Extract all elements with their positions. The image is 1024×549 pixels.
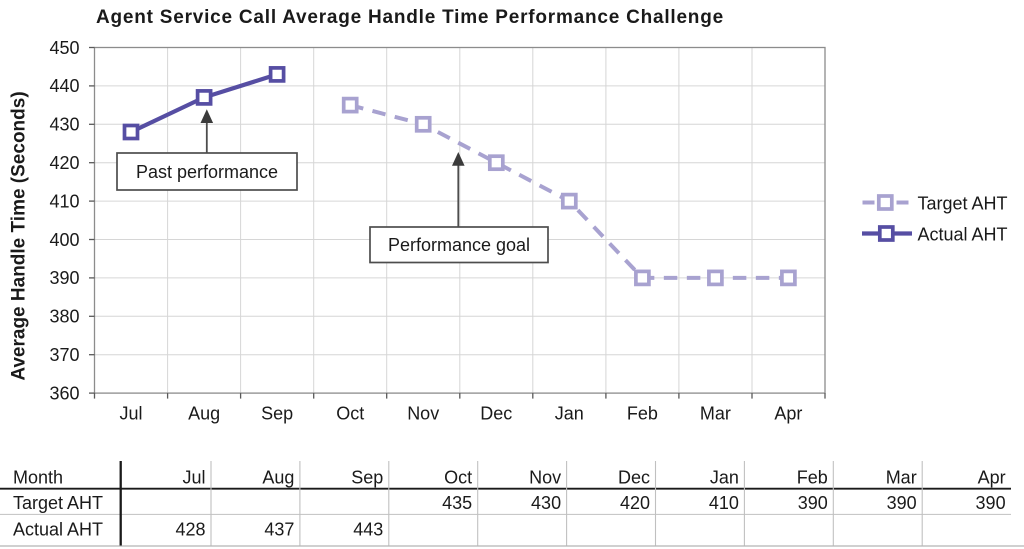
svg-text:Average Handle Time (Seconds): Average Handle Time (Seconds): [9, 91, 30, 380]
svg-text:Performance goal: Performance goal: [388, 235, 530, 255]
svg-text:Actual AHT: Actual AHT: [13, 520, 103, 540]
svg-text:Mar: Mar: [700, 404, 731, 424]
svg-text:437: 437: [264, 520, 294, 540]
svg-text:370: 370: [49, 345, 79, 365]
svg-text:Oct: Oct: [336, 404, 364, 424]
svg-text:390: 390: [49, 268, 79, 288]
svg-text:Feb: Feb: [797, 467, 828, 487]
svg-text:443: 443: [353, 520, 383, 540]
svg-text:390: 390: [798, 493, 828, 513]
svg-text:Oct: Oct: [444, 467, 472, 487]
svg-text:Feb: Feb: [627, 404, 658, 424]
svg-text:Apr: Apr: [978, 467, 1006, 487]
svg-text:430: 430: [49, 115, 79, 135]
svg-text:Jan: Jan: [710, 467, 739, 487]
svg-text:400: 400: [49, 230, 79, 250]
svg-text:428: 428: [175, 520, 205, 540]
svg-text:Jan: Jan: [555, 404, 584, 424]
svg-text:380: 380: [49, 307, 79, 327]
svg-text:410: 410: [49, 191, 79, 211]
svg-text:Sep: Sep: [351, 467, 383, 487]
svg-text:Jul: Jul: [119, 404, 142, 424]
svg-text:Aug: Aug: [188, 404, 220, 424]
svg-text:450: 450: [49, 38, 79, 58]
svg-text:Past performance: Past performance: [136, 162, 278, 182]
svg-text:Actual AHT: Actual AHT: [918, 225, 1008, 245]
svg-text:Aug: Aug: [262, 467, 294, 487]
svg-text:Target AHT: Target AHT: [918, 194, 1008, 214]
svg-text:Agent Service Call Average Han: Agent Service Call Average Handle Time P…: [96, 7, 724, 28]
svg-text:420: 420: [620, 493, 650, 513]
svg-text:440: 440: [49, 76, 79, 96]
svg-text:390: 390: [976, 493, 1006, 513]
svg-text:Nov: Nov: [407, 404, 439, 424]
svg-text:Dec: Dec: [480, 404, 512, 424]
svg-text:Jul: Jul: [182, 467, 205, 487]
svg-text:435: 435: [442, 493, 472, 513]
svg-text:Target AHT: Target AHT: [13, 493, 103, 513]
svg-text:390: 390: [887, 493, 917, 513]
svg-text:Month: Month: [13, 467, 63, 487]
svg-text:Nov: Nov: [529, 467, 561, 487]
svg-text:Sep: Sep: [261, 404, 293, 424]
svg-text:410: 410: [709, 493, 739, 513]
svg-text:Mar: Mar: [886, 467, 917, 487]
svg-text:420: 420: [49, 153, 79, 173]
svg-text:430: 430: [531, 493, 561, 513]
svg-text:Apr: Apr: [774, 404, 802, 424]
svg-text:Dec: Dec: [618, 467, 650, 487]
svg-text:360: 360: [49, 383, 79, 403]
